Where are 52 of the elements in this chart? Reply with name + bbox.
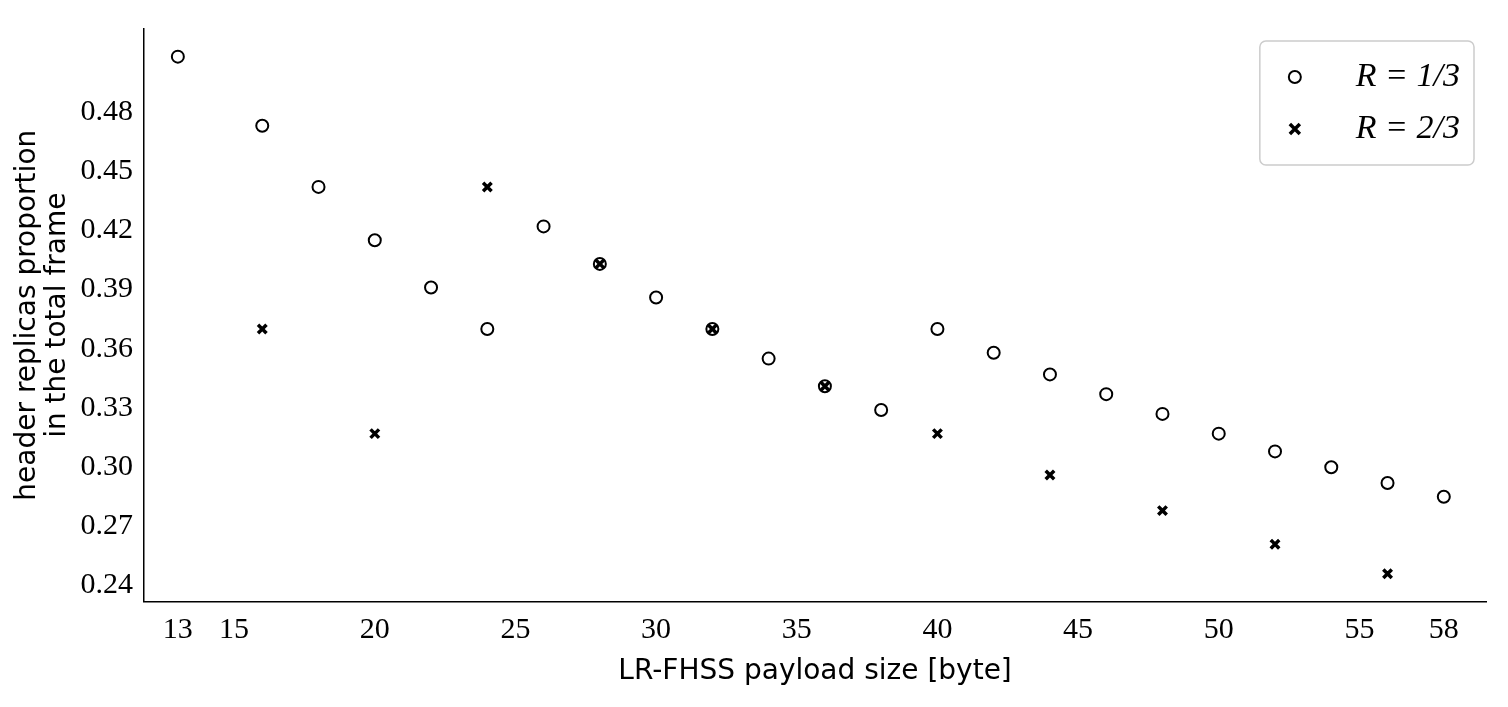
x-tick-label: 13 xyxy=(162,611,193,645)
y-tick-label: 0.39 xyxy=(80,270,134,304)
x-tick-label: 15 xyxy=(219,611,250,645)
point xyxy=(649,290,664,305)
point xyxy=(1324,460,1339,475)
point xyxy=(1042,367,1057,382)
point xyxy=(1099,387,1114,402)
x-tick-label: 25 xyxy=(500,611,531,645)
x-axis-title: LR-FHSS payload size [byte] xyxy=(618,653,1012,687)
y-tick-label: 0.24 xyxy=(80,566,134,600)
point xyxy=(480,322,495,337)
x-tick-label: 35 xyxy=(781,611,812,645)
y-tick-label: 0.45 xyxy=(80,151,134,185)
point xyxy=(424,280,439,295)
point xyxy=(986,345,1001,360)
point xyxy=(170,49,185,64)
point xyxy=(1043,469,1056,482)
x-tick-label: 30 xyxy=(641,611,672,645)
point xyxy=(1381,567,1394,580)
y-tick-label: 0.42 xyxy=(80,211,134,245)
point xyxy=(930,322,945,337)
point xyxy=(931,427,944,440)
point xyxy=(1211,426,1226,441)
point xyxy=(761,351,776,366)
point xyxy=(1155,406,1170,421)
point xyxy=(367,233,382,248)
point xyxy=(368,427,381,440)
point xyxy=(256,323,269,336)
y-axis-title: header replicas proportion in the total frame xyxy=(8,129,73,501)
legend-label: R = 2/3 xyxy=(1354,107,1460,145)
point xyxy=(1380,475,1395,490)
point xyxy=(1268,444,1283,459)
x-tick-label: 50 xyxy=(1203,611,1234,645)
point xyxy=(255,118,270,133)
point xyxy=(874,402,889,417)
point xyxy=(1156,504,1169,517)
y-tick-label: 0.36 xyxy=(80,329,134,363)
x-tick-label: 58 xyxy=(1428,611,1459,645)
y-tick-label: 0.33 xyxy=(80,388,134,422)
point xyxy=(536,219,551,234)
point xyxy=(1269,538,1281,551)
point xyxy=(481,180,494,193)
legend-label: R = 1/3 xyxy=(1354,55,1460,93)
x-tick-label: 20 xyxy=(359,611,390,645)
x-tick-label: 40 xyxy=(922,611,953,645)
y-tick-label: 0.27 xyxy=(80,507,134,541)
y-tick-label: 0.48 xyxy=(80,92,134,126)
x-tick-label: 45 xyxy=(1063,611,1094,645)
x-tick-label: 55 xyxy=(1344,611,1375,645)
point xyxy=(1436,489,1451,504)
y-tick-label: 0.30 xyxy=(80,448,134,482)
point xyxy=(311,179,326,194)
